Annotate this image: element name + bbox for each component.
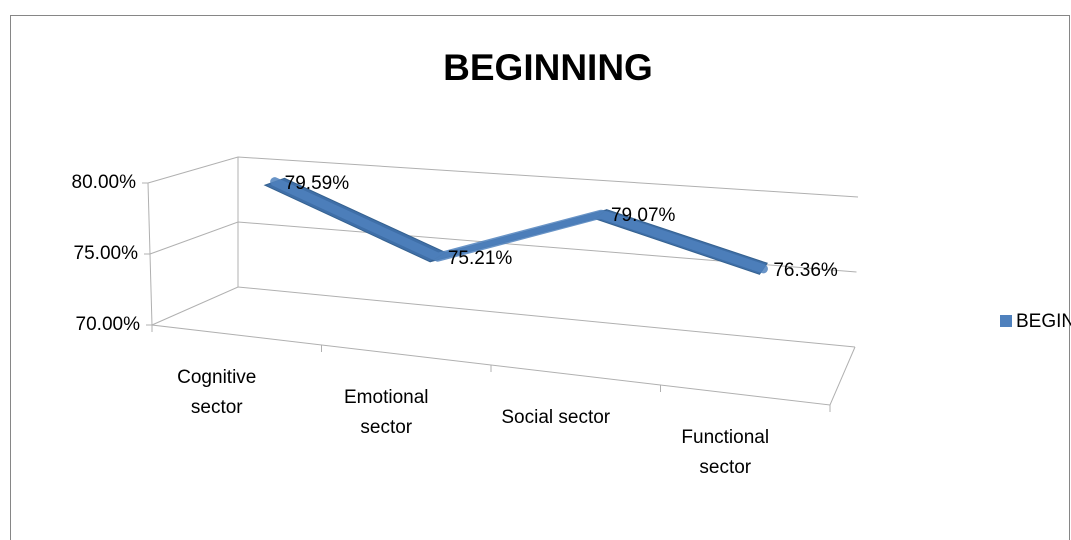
- grid-line: [149, 221, 857, 273]
- legend-swatch: [1000, 315, 1012, 327]
- legend-label: BEGINNING: [1016, 311, 1071, 332]
- y-tick-label: 80.00%: [72, 172, 137, 193]
- data-label: 76.36%: [773, 260, 838, 281]
- series-line: [270, 177, 768, 274]
- x-tick-label: Social sector: [501, 407, 611, 428]
- y-tick-label: 75.00%: [74, 243, 139, 264]
- chart-title: BEGINNING: [443, 47, 653, 88]
- x-tick-label: Emotional sector: [344, 387, 429, 438]
- grid-line: [151, 286, 856, 348]
- x-tick-label: Functional sector: [681, 427, 770, 478]
- data-label: 79.07%: [611, 205, 676, 226]
- grid-line: [147, 156, 859, 198]
- y-tick-label: 70.00%: [76, 314, 141, 335]
- data-label: 79.59%: [285, 173, 350, 194]
- data-label: 75.21%: [448, 248, 513, 269]
- x-tick-label: Cognitive sector: [177, 367, 257, 418]
- chart-frame: [10, 15, 1070, 540]
